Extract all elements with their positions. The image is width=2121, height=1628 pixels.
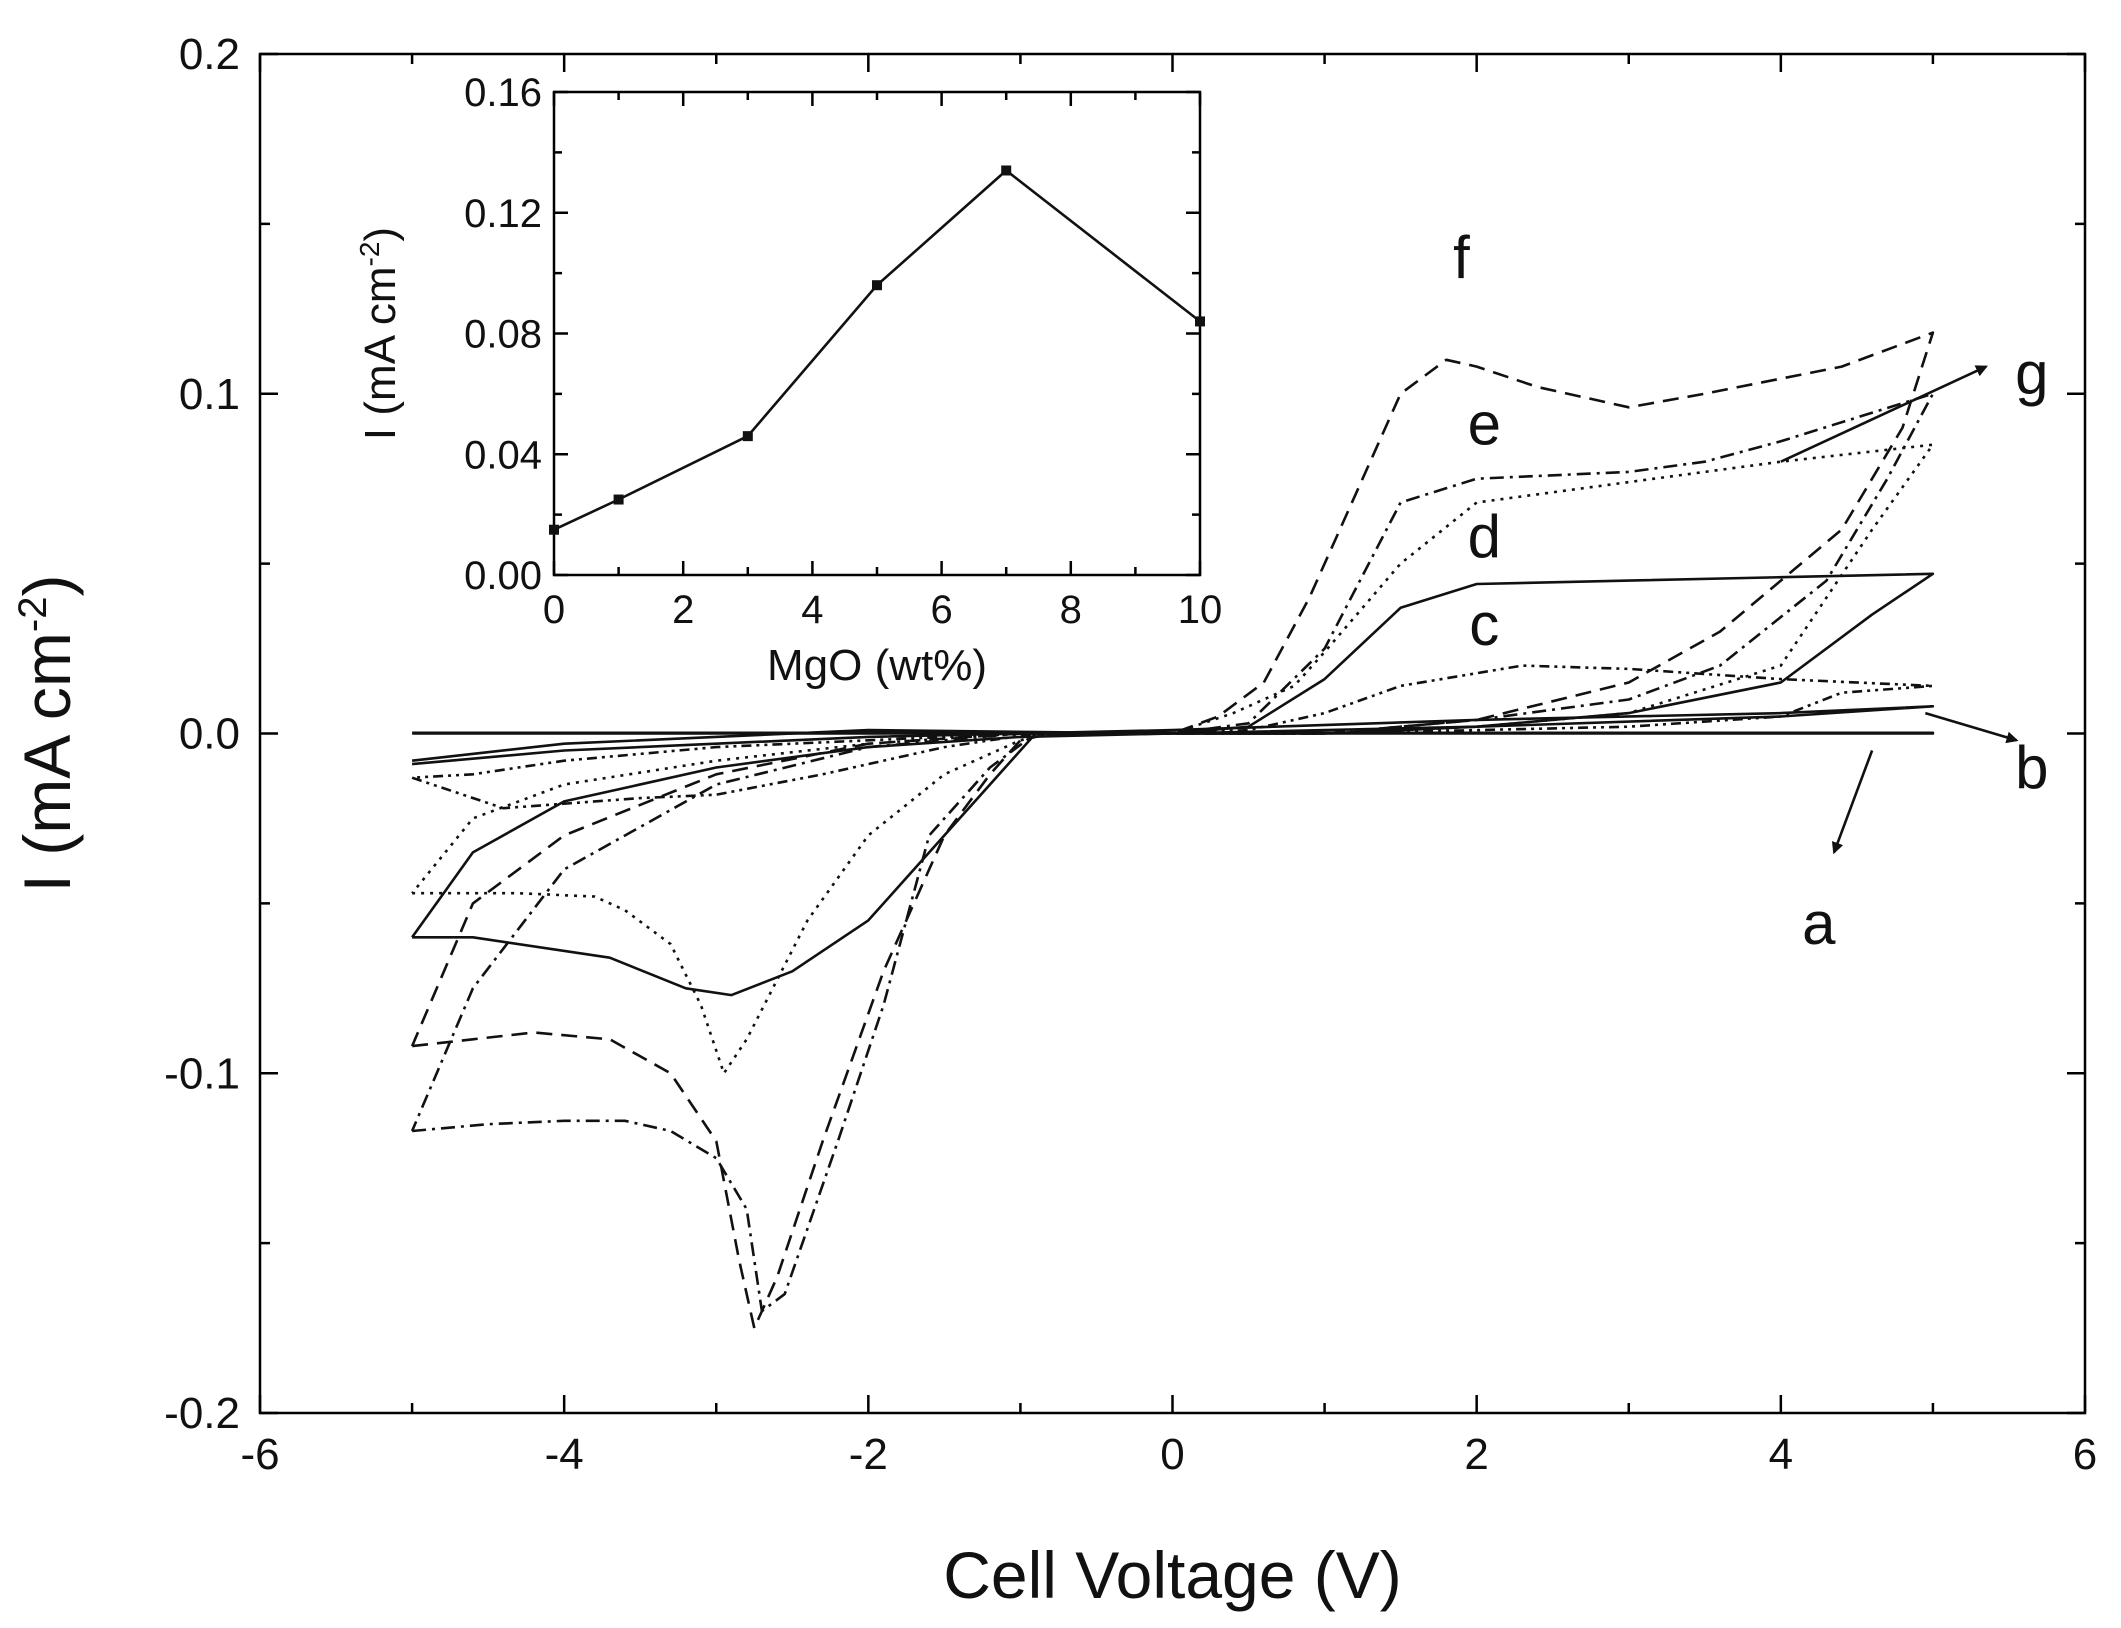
inset-data-point [742, 431, 753, 442]
inset-x-tick-label: 6 [930, 588, 952, 632]
inset-x-tick-label: 2 [672, 588, 694, 632]
inset-y-tick-label: 0.04 [464, 433, 542, 477]
inset-data-point [872, 280, 882, 291]
y-tick-label: 0.0 [179, 710, 240, 759]
curve-label-c: c [1469, 591, 1499, 658]
curve-label-b: b [2015, 734, 2048, 801]
x-tick-label: -4 [545, 1430, 584, 1479]
curve-label-d: d [1468, 503, 1501, 570]
curve-label-g: g [2015, 340, 2048, 407]
inset-y-axis-label: I (mA cm-2) [354, 227, 405, 440]
inset-series-line [553, 168, 1201, 531]
y-axis-label: I (mA cm-2) [10, 575, 84, 893]
x-tick-label: 0 [1160, 1430, 1184, 1479]
curve-label-a: a [1802, 890, 1836, 957]
y-tick-label: -0.2 [164, 1389, 240, 1438]
label-arrow [1780, 365, 1988, 463]
x-tick-label: -6 [240, 1430, 279, 1479]
series-d-line [411, 572, 1935, 997]
inset-x-tick-label: 10 [1178, 588, 1223, 632]
curve-label-f: f [1453, 224, 1470, 291]
x-axis-label: Cell Voltage (V) [943, 1538, 1402, 1612]
inset-frame [552, 90, 1202, 577]
series-g-line [410, 392, 1935, 1313]
main-plot: -6 -4 -2 0 2 4 6 -0.2 -0.1 0.0 0.1 0.2 Cell Voltage … [10, 30, 2097, 1612]
inset-x-axis-label: MgO (wt%) [767, 641, 987, 690]
label-arrow [1831, 750, 1874, 855]
x-tick-label: 6 [2073, 1430, 2097, 1479]
inset-x-tick-label: 4 [801, 588, 823, 632]
inset-x-tick-label: 8 [1060, 588, 1082, 632]
x-tick-label: 4 [1769, 1430, 1793, 1479]
x-tick-label: -2 [849, 1430, 888, 1479]
y-tick-label: 0.1 [179, 370, 240, 419]
inset-plot: 0 2 4 6 8 10 0.00 0.04 0.08 0.12 0.16 MgO (wt%) I (m… [354, 71, 1222, 690]
series-c-line [411, 664, 1935, 810]
inset-data-point [549, 524, 559, 535]
inset-data-point [1001, 165, 1012, 176]
x-tick-label: 2 [1464, 1430, 1488, 1479]
inset-x-tick-label: 0 [543, 588, 565, 632]
inset-data-point [1195, 316, 1205, 327]
y-tick-label: -0.1 [164, 1049, 240, 1098]
series-b-line [411, 705, 1935, 766]
y-tick-label: 0.2 [179, 30, 240, 79]
inset-y-tick-label: 0.12 [464, 192, 542, 236]
inset-y-tick-label: 0.16 [464, 71, 542, 115]
inset-y-tick-label: 0.08 [464, 313, 542, 357]
label-arrow [1924, 711, 2019, 744]
inset-y-tick-label: 0.00 [464, 554, 542, 598]
inset-data-point [613, 494, 624, 505]
curve-label-e: e [1468, 391, 1501, 458]
